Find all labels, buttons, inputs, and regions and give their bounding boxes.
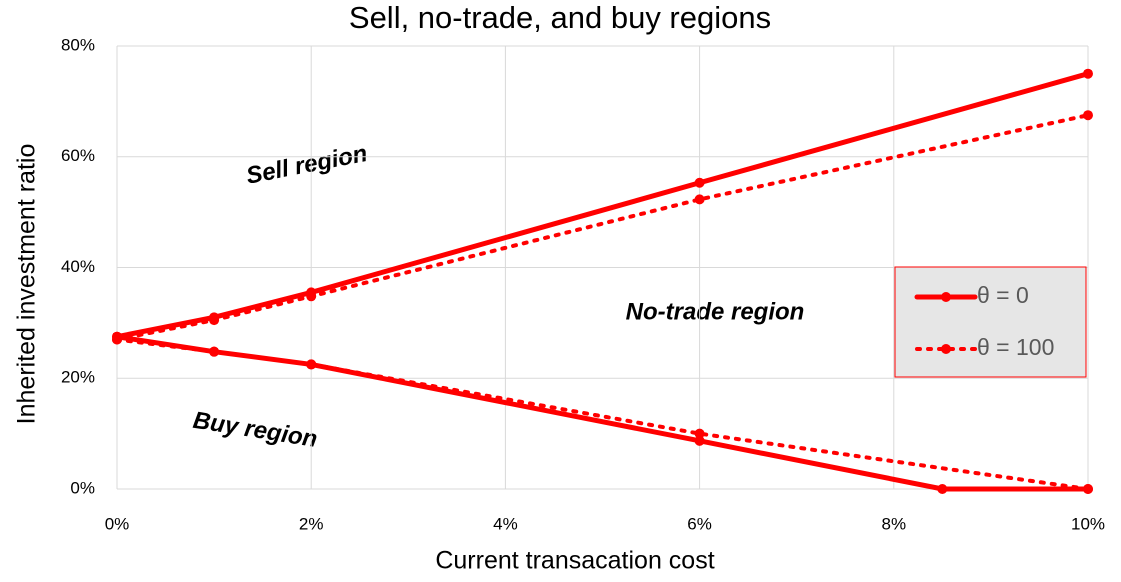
data-point <box>694 435 705 446</box>
y-tick-label: 0% <box>70 478 95 497</box>
data-point <box>1083 68 1093 79</box>
x-tick-label: 2% <box>299 514 324 533</box>
data-point <box>694 177 705 188</box>
plot <box>112 68 1093 494</box>
legend: θ = 0 θ = 100 <box>894 266 1087 378</box>
legend-marker <box>941 344 951 354</box>
legend-label: θ = 0 <box>977 282 1029 308</box>
data-point <box>209 315 220 326</box>
y-tick-label: 80% <box>61 35 95 54</box>
x-tick-label: 6% <box>687 514 712 533</box>
annotation: Buy region <box>191 407 319 453</box>
chart-title: Sell, no-trade, and buy regions <box>349 0 771 35</box>
data-point <box>694 194 705 205</box>
y-tick-label: 60% <box>61 146 95 165</box>
x-tick-label: 10% <box>1071 514 1105 533</box>
data-point <box>209 346 220 357</box>
data-point <box>112 334 122 345</box>
data-point <box>1083 484 1093 494</box>
data-point <box>694 428 705 439</box>
data-point <box>937 484 948 494</box>
legend-box <box>894 266 1087 378</box>
data-point <box>1083 110 1093 121</box>
y-tick-label: 20% <box>61 368 95 387</box>
x-tick-label: 4% <box>493 514 518 533</box>
x-tick-label: 8% <box>882 514 907 533</box>
data-point <box>306 291 317 302</box>
series-line <box>115 337 1090 491</box>
x-axis-label: Current transacation cost <box>435 547 714 575</box>
annotation: Sell region <box>244 140 370 190</box>
data-point <box>306 359 317 370</box>
legend-label: θ = 100 <box>977 334 1054 360</box>
y-axis-label: Inherited investment ratio <box>13 144 41 425</box>
x-tick-label: 0% <box>105 514 130 533</box>
grid: 0% 20% 40% 60% 80% 0% 2% 4% 6% 8% 10% <box>61 35 1105 533</box>
y-tick-label: 40% <box>61 257 95 276</box>
legend-marker <box>941 292 951 302</box>
annotation: No-trade region <box>626 298 805 325</box>
